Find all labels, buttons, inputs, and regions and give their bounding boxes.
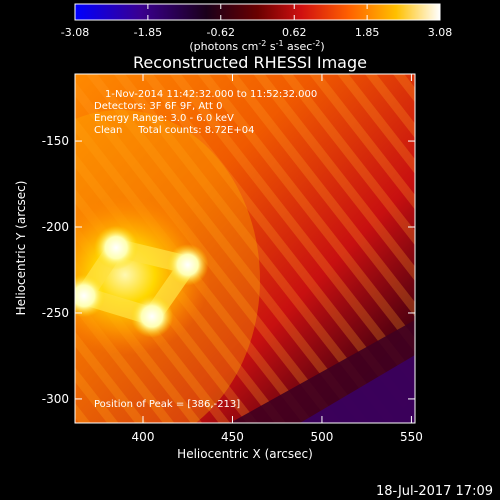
colorbar-frame (74, 3, 441, 21)
x-axis-ticks: 400 450 500 550 (132, 74, 423, 444)
colorbar: -3.08 -1.85 -0.62 0.62 1.85 3.08 (photons cm-… (61, 3, 452, 54)
y-tick-label: -200 (42, 220, 69, 234)
source-ring (75, 225, 209, 338)
x-tick-label: 400 (132, 430, 155, 444)
y-tick-label: -250 (42, 306, 69, 320)
source-knot (75, 274, 106, 318)
y-axis-ticks: -150 -200 -250 -300 (42, 134, 415, 406)
y-tick-label: -150 (42, 134, 69, 148)
heatmap-image (75, 74, 415, 423)
x-axis-label: Heliocentric X (arcsec) (177, 447, 313, 461)
annotation-block: 1-Nov-2014 11:42:32.000 to 11:52:32.000 … (94, 89, 317, 136)
annotation-detectors: Detectors: 3F 6F 9F, Att 0 (94, 101, 222, 112)
x-tick-label: 550 (400, 430, 423, 444)
colorbar-tick-label: -1.85 (134, 26, 162, 39)
colorbar-tick-label: 0.62 (282, 26, 307, 39)
heatmap-darkest-corner (300, 355, 415, 423)
peak-position-label: Position of Peak = [386,-213] (94, 399, 240, 410)
footer-timestamp: 18-Jul-2017 17:09 (376, 484, 493, 499)
y-tick-label: -300 (42, 392, 69, 406)
colorbar-tick-label: -3.08 (61, 26, 89, 39)
source-knot (130, 295, 174, 338)
colorbar-unit-label: (photons cm-2 s-1 asec-2) (189, 39, 324, 54)
chart-title: Reconstructed RHESSI Image (133, 53, 367, 72)
colorbar-tick-label: 3.08 (428, 26, 453, 39)
source-knot (166, 244, 209, 286)
y-axis-label: Heliocentric Y (arcsec) (14, 181, 28, 316)
x-tick-label: 450 (221, 430, 244, 444)
colorbar-gradient (75, 4, 440, 20)
annotation-clean-counts: Clean Total counts: 8.72E+04 (94, 125, 254, 136)
colorbar-tick-label: -0.62 (207, 26, 235, 39)
annotation-energy-range: Energy Range: 3.0 - 6.0 keV (94, 113, 234, 124)
x-tick-label: 500 (310, 430, 333, 444)
colorbar-tick-label: 1.85 (355, 26, 380, 39)
source-knot (94, 225, 139, 270)
annotation-time-range: 1-Nov-2014 11:42:32.000 to 11:52:32.000 (105, 89, 317, 100)
plot-frame (74, 73, 416, 424)
colorbar-ticks: -3.08 -1.85 -0.62 0.62 1.85 3.08 (61, 4, 452, 39)
